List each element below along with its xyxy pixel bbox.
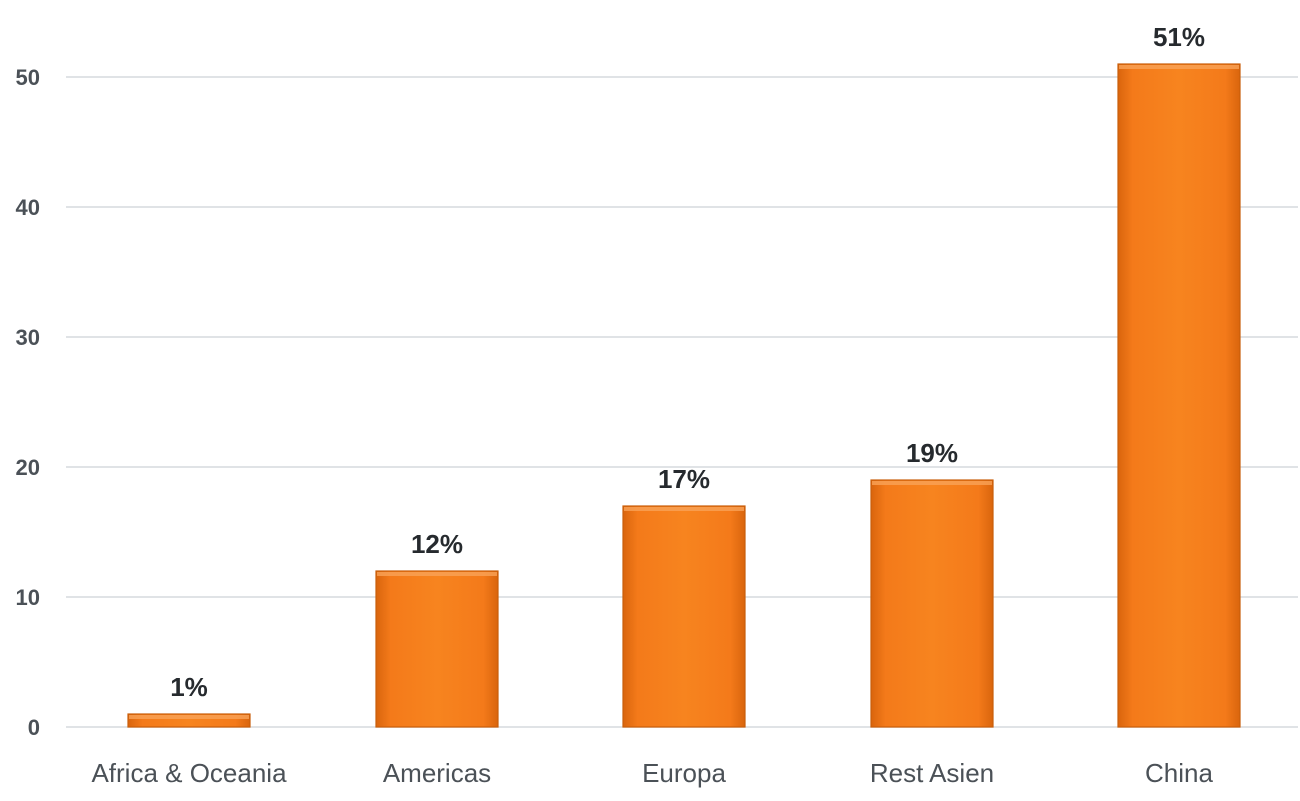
data-label: 1% (170, 672, 208, 702)
data-label: 19% (906, 438, 958, 468)
y-tick-label: 50 (16, 65, 40, 90)
bar-top-bevel (624, 507, 744, 511)
bars (127, 63, 1241, 728)
data-labels: 1% 12% 17% 19% 51% (170, 22, 1205, 702)
data-label: 12% (411, 529, 463, 559)
y-tick-label: 0 (28, 715, 40, 740)
bar-rest-asien (870, 479, 994, 728)
y-tick-label: 20 (16, 455, 40, 480)
bar-top-bevel (129, 715, 249, 719)
x-tick-label: Europa (642, 758, 726, 788)
y-tick-label: 30 (16, 325, 40, 350)
y-axis-tick-labels: 0 10 20 30 40 50 (16, 65, 40, 740)
bar-china (1117, 63, 1241, 728)
x-axis-tick-labels: Africa & Oceania Americas Europa Rest Asien… (91, 758, 1213, 788)
x-tick-label: China (1145, 758, 1213, 788)
x-tick-label: Rest Asien (870, 758, 994, 788)
bar-top-bevel (377, 572, 497, 576)
bar-europa (622, 505, 746, 728)
x-tick-label: Africa & Oceania (91, 758, 287, 788)
y-tick-label: 40 (16, 195, 40, 220)
y-tick-label: 10 (16, 585, 40, 610)
data-label: 17% (658, 464, 710, 494)
x-tick-label: Americas (383, 758, 491, 788)
bar-top-bevel (872, 481, 992, 485)
gridlines (66, 76, 1298, 728)
data-label: 51% (1153, 22, 1205, 52)
bar-top-bevel (1119, 65, 1239, 69)
bar-americas (375, 570, 499, 728)
